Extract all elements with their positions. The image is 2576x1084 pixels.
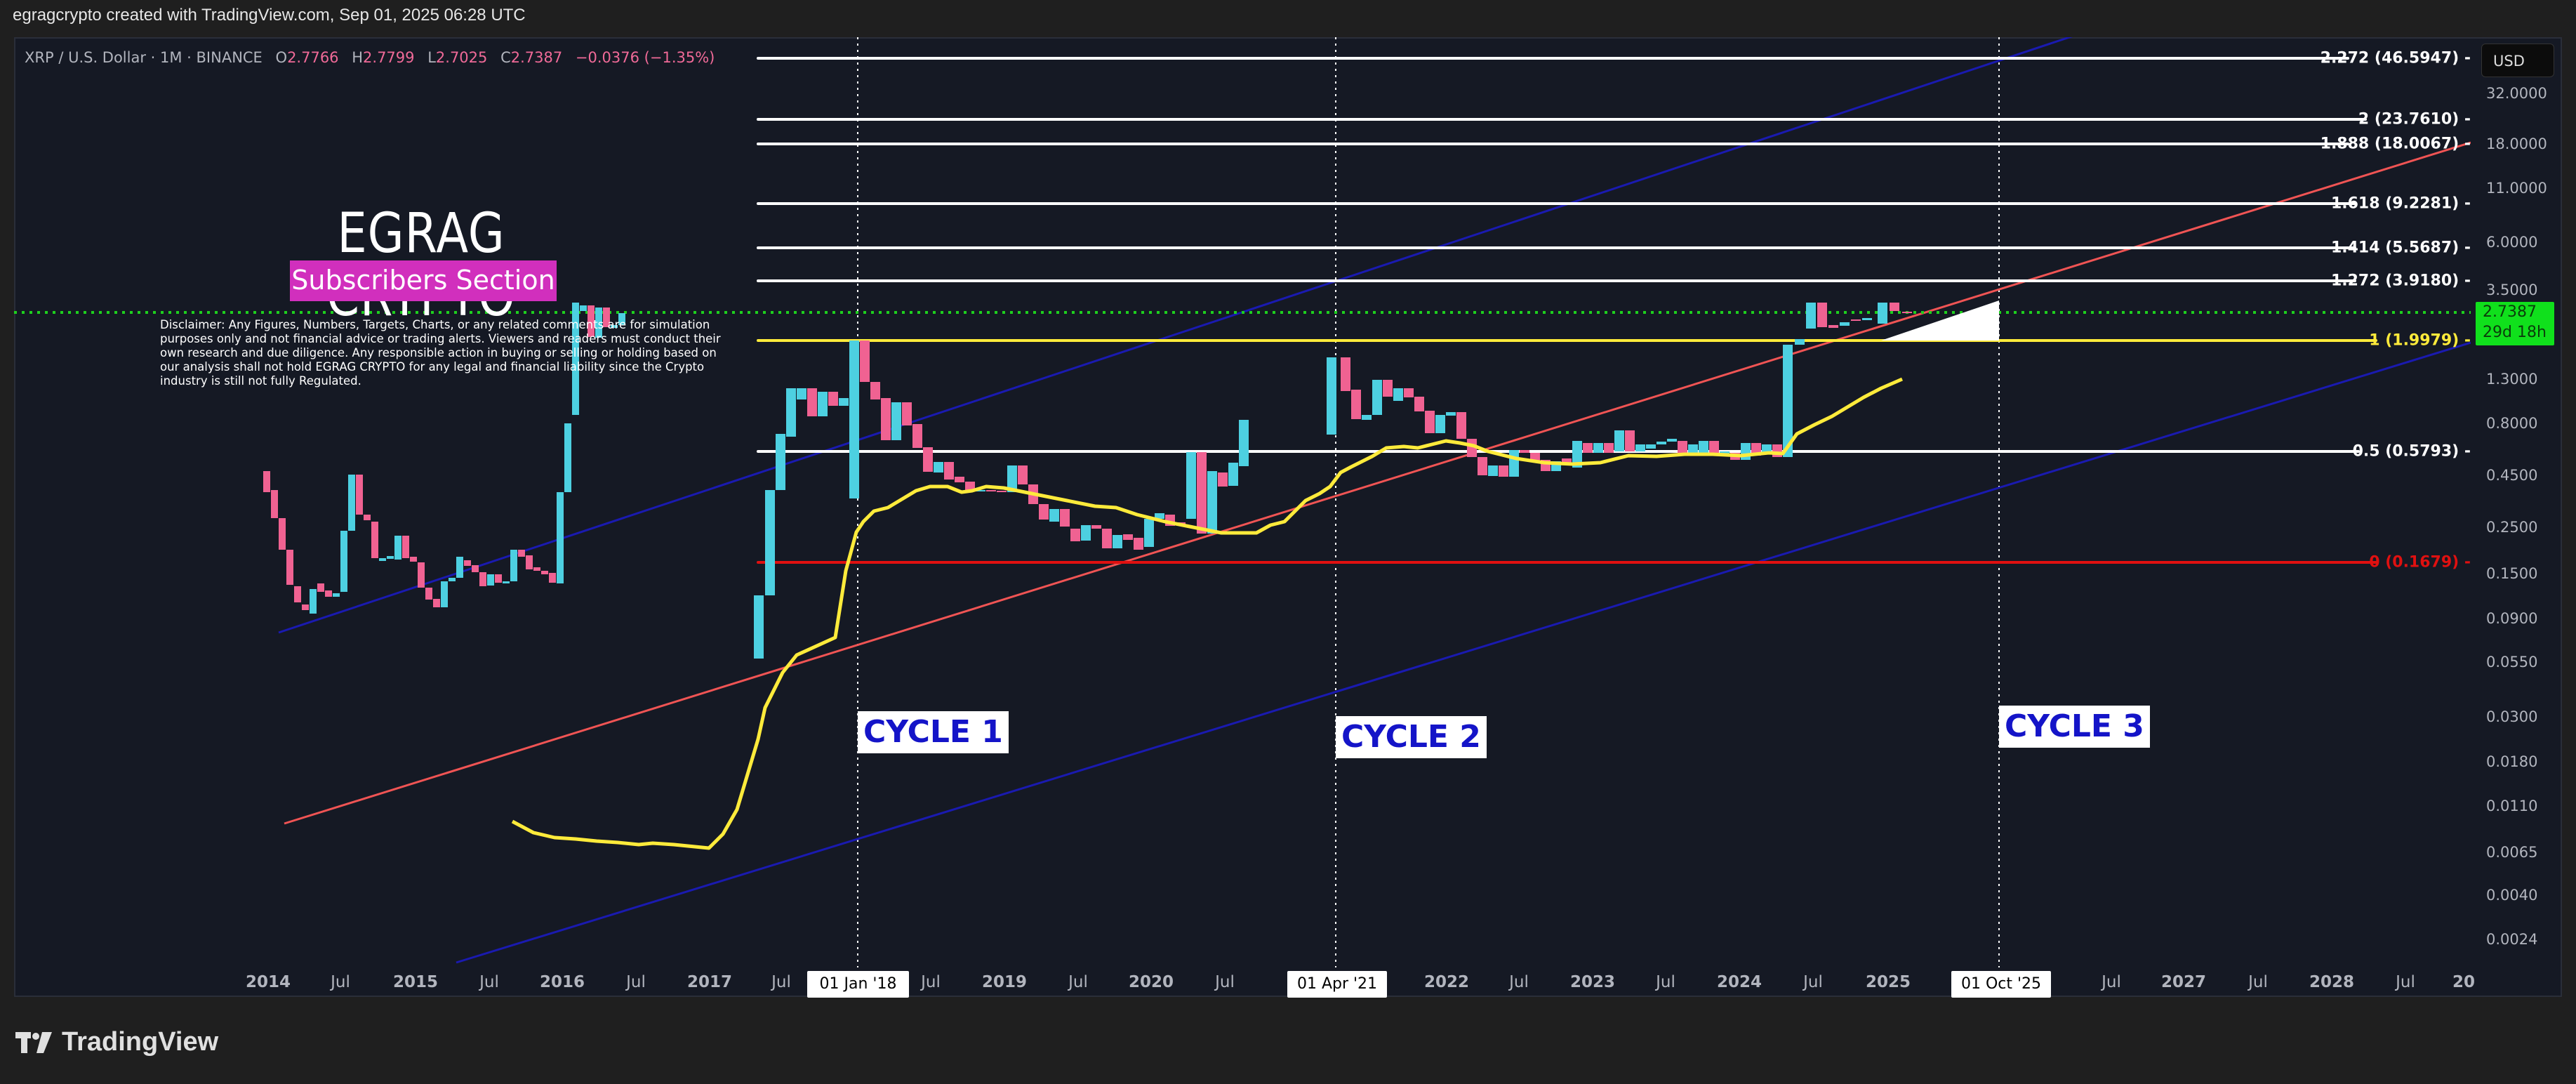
time-marker-cycle-3: 01 Oct '25: [1951, 971, 2051, 998]
fib-label-0: 0 (0.1679) -: [2369, 553, 2471, 571]
chart-attribution: egragcrypto created with TradingView.com…: [13, 6, 526, 25]
time-tick: Jul: [331, 973, 350, 991]
plot-area[interactable]: XRP / U.S. Dollar · 1M · BINANCE O2.7766…: [14, 37, 2471, 967]
time-tick: 2016: [539, 973, 585, 991]
time-tick: Jul: [1068, 973, 1088, 991]
time-tick: 2027: [2160, 973, 2207, 991]
price-tick: 0.0065: [2486, 844, 2538, 861]
last-price-badge: 2.7387 29d 18h: [2476, 302, 2554, 345]
fib-label-1272: 1.272 (3.9180) -: [2330, 272, 2471, 290]
time-tick: 2015: [392, 973, 439, 991]
time-tick: 2014: [245, 973, 291, 991]
cycle-2-label: CYCLE 2: [1336, 716, 1487, 758]
candles: [263, 303, 1912, 659]
price-tick: 0.2500: [2486, 519, 2538, 536]
time-tick: Jul: [626, 973, 646, 991]
time-tick: Jul: [2396, 973, 2415, 991]
price-tick: 0.0040: [2486, 887, 2538, 904]
symbol-title: XRP / U.S. Dollar · 1M · BINANCE: [25, 49, 263, 66]
fib-label-1618: 1.618 (9.2281) -: [2330, 194, 2471, 213]
tradingview-logo-text: TradingView: [62, 1027, 219, 1057]
price-tick: 1.3000: [2486, 371, 2538, 388]
chart-legend: XRP / U.S. Dollar · 1M · BINANCE O2.7766…: [25, 49, 715, 66]
price-tick: 6.0000: [2486, 234, 2538, 251]
currency-button[interactable]: USD: [2481, 44, 2554, 77]
price-tick: 0.0024: [2486, 931, 2538, 948]
time-marker-cycle-1: 01 Jan '18: [807, 971, 909, 998]
price-axis[interactable]: 32.0000 18.0000 11.0000 6.0000 3.5000 1.…: [2471, 37, 2562, 997]
fib-label-2: 2 (23.7610) -: [2358, 110, 2471, 128]
time-tick: 2024: [1716, 973, 1762, 991]
open-value: 2.7766: [287, 49, 339, 66]
change-value: −0.0376 (−1.35%): [575, 49, 715, 66]
price-tick: 0.0900: [2486, 610, 2538, 627]
time-tick: 2017: [686, 973, 733, 991]
price-tick: 0.0300: [2486, 708, 2538, 725]
low-value: 2.7025: [435, 49, 488, 66]
fib-label-2272: 2.272 (46.5947) -: [2320, 49, 2471, 67]
fib-label-05: 0.5 (0.5793) -: [2352, 442, 2471, 461]
time-tick: Jul: [771, 973, 791, 991]
disclaimer-text: Disclaimer: Any Figures, Numbers, Target…: [160, 318, 721, 388]
tradingview-logo-icon: [15, 1031, 52, 1053]
price-tick: 0.8000: [2486, 415, 2538, 432]
time-tick: Jul: [921, 973, 941, 991]
moving-average-line: [511, 377, 1903, 850]
fib-label-1414: 1.414 (5.5687) -: [2330, 239, 2471, 257]
time-tick: 2028: [2309, 973, 2355, 991]
high-value: 2.7799: [363, 49, 415, 66]
close-value: 2.7387: [510, 49, 563, 66]
price-tick: 0.0550: [2486, 654, 2538, 670]
time-tick: 2020: [1128, 973, 1174, 991]
time-tick: 2022: [1423, 973, 1470, 991]
time-marker-cycle-2: 01 Apr '21: [1287, 971, 1387, 998]
fib-label-1888: 1.888 (18.0067) -: [2320, 135, 2471, 153]
last-price-value: 2.7387: [2483, 303, 2537, 321]
time-tick: Jul: [479, 973, 499, 991]
cycle-3-label: CYCLE 3: [1999, 706, 2150, 748]
price-tick: 3.5000: [2486, 282, 2538, 298]
fib-lines: [757, 57, 2377, 564]
channel-upper-line: [278, 37, 2073, 634]
time-tick: 2019: [981, 973, 1028, 991]
time-tick: Jul: [1215, 973, 1235, 991]
projection-wedge: [1881, 300, 1999, 341]
price-chart-canvas: [14, 37, 2471, 967]
price-tick: 0.0110: [2486, 798, 2538, 814]
price-tick: 32.0000: [2486, 85, 2547, 102]
time-tick: 2025: [1865, 973, 1911, 991]
bar-countdown: 29d 18h: [2483, 324, 2547, 341]
time-axis[interactable]: 2014 Jul 2015 Jul 2016 Jul 2017 Jul 01 J…: [14, 967, 2475, 998]
price-tick: 0.0180: [2486, 753, 2538, 770]
time-tick: Jul: [2102, 973, 2121, 991]
channel-middle-line: [284, 141, 2471, 825]
time-tick: Jul: [1803, 973, 1823, 991]
fib-label-1: 1 (1.9979) -: [2369, 331, 2471, 350]
tradingview-logo[interactable]: TradingView: [15, 1027, 218, 1057]
channel-lower-line: [456, 341, 2471, 964]
time-tick: Jul: [1509, 973, 1529, 991]
time-tick: 20: [2452, 973, 2476, 991]
subscribers-badge: Subscribers Section: [290, 260, 557, 301]
time-tick: 2023: [1569, 973, 1616, 991]
cycle-1-label: CYCLE 1: [858, 711, 1009, 753]
time-tick: Jul: [1656, 973, 1675, 991]
time-tick: Jul: [2248, 973, 2268, 991]
price-tick: 0.4500: [2486, 467, 2538, 484]
price-tick: 0.1500: [2486, 565, 2538, 582]
price-tick: 11.0000: [2486, 180, 2547, 197]
price-tick: 18.0000: [2486, 136, 2547, 152]
